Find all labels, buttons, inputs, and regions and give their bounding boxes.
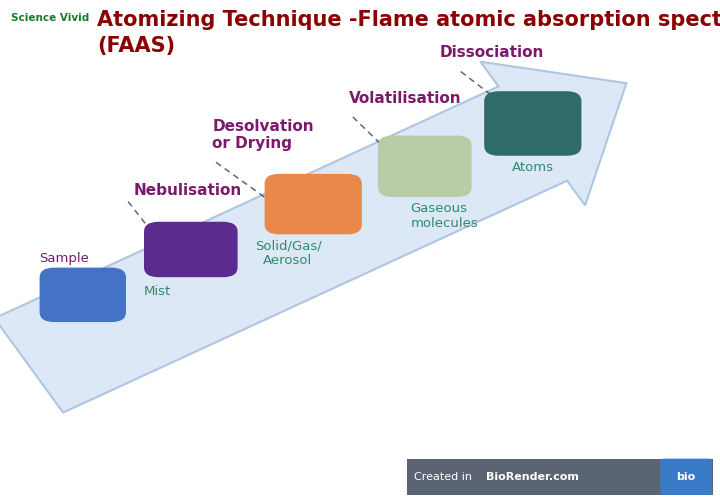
Text: Volatilisation: Volatilisation <box>349 91 462 106</box>
Text: Sample: Sample <box>40 252 89 265</box>
Text: Created in: Created in <box>414 472 475 482</box>
Text: Gaseous
molecules: Gaseous molecules <box>410 202 478 230</box>
Polygon shape <box>0 61 626 413</box>
Text: bio: bio <box>677 472 696 482</box>
FancyBboxPatch shape <box>484 91 582 156</box>
Text: Atomizing Technique -Flame atomic absorption spectroscopy
(FAAS): Atomizing Technique -Flame atomic absorp… <box>97 10 720 55</box>
FancyBboxPatch shape <box>378 136 472 197</box>
FancyBboxPatch shape <box>660 459 712 495</box>
Text: Nebulisation: Nebulisation <box>133 182 241 198</box>
Text: Desolvation
or Drying: Desolvation or Drying <box>212 119 314 151</box>
Text: Atoms: Atoms <box>512 161 554 174</box>
Text: Mist: Mist <box>143 285 171 298</box>
Text: Solid/Gas/
Aerosol: Solid/Gas/ Aerosol <box>255 239 321 268</box>
Text: Dissociation: Dissociation <box>439 45 544 60</box>
FancyBboxPatch shape <box>40 268 126 322</box>
FancyBboxPatch shape <box>265 174 361 234</box>
Text: Science Vivid: Science Vivid <box>11 13 89 23</box>
FancyBboxPatch shape <box>407 459 713 495</box>
FancyBboxPatch shape <box>144 222 238 277</box>
Text: BioRender.com: BioRender.com <box>486 472 579 482</box>
